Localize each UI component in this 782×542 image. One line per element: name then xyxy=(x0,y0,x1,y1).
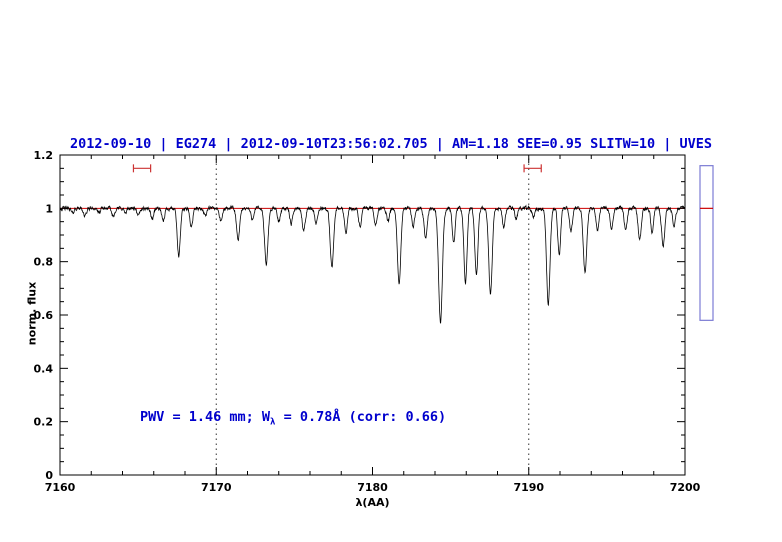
svg-text:7170: 7170 xyxy=(201,481,232,494)
y-axis-label: norm. flux xyxy=(25,281,39,346)
svg-text:7180: 7180 xyxy=(357,481,388,494)
pwv-annotation-subscript: λ xyxy=(270,417,276,428)
svg-text:7190: 7190 xyxy=(513,481,544,494)
svg-text:7200: 7200 xyxy=(670,481,701,494)
pwv-annotation-text: PWV = 1.46 mm; W xyxy=(140,409,271,425)
svg-text:7160: 7160 xyxy=(45,481,76,494)
svg-text:1.2: 1.2 xyxy=(34,149,54,162)
svg-text:0.8: 0.8 xyxy=(34,256,54,269)
plot-title: 2012-09-10 | EG274 | 2012-09-10T23:56:02… xyxy=(69,136,713,152)
svg-text:1: 1 xyxy=(45,202,53,215)
pwv-annotation-text-2: = 0.78Å (corr: 0.66) xyxy=(275,409,447,425)
pwv-annotation: PWV = 1.46 mm; Wλ = 0.78Å (corr: 0.66) xyxy=(140,409,446,428)
svg-text:0: 0 xyxy=(45,469,53,482)
svg-text:0.2: 0.2 xyxy=(34,416,54,429)
svg-text:0.4: 0.4 xyxy=(34,362,54,375)
x-axis-label: λ(AA) xyxy=(355,496,390,509)
svg-text:0.6: 0.6 xyxy=(34,309,54,322)
